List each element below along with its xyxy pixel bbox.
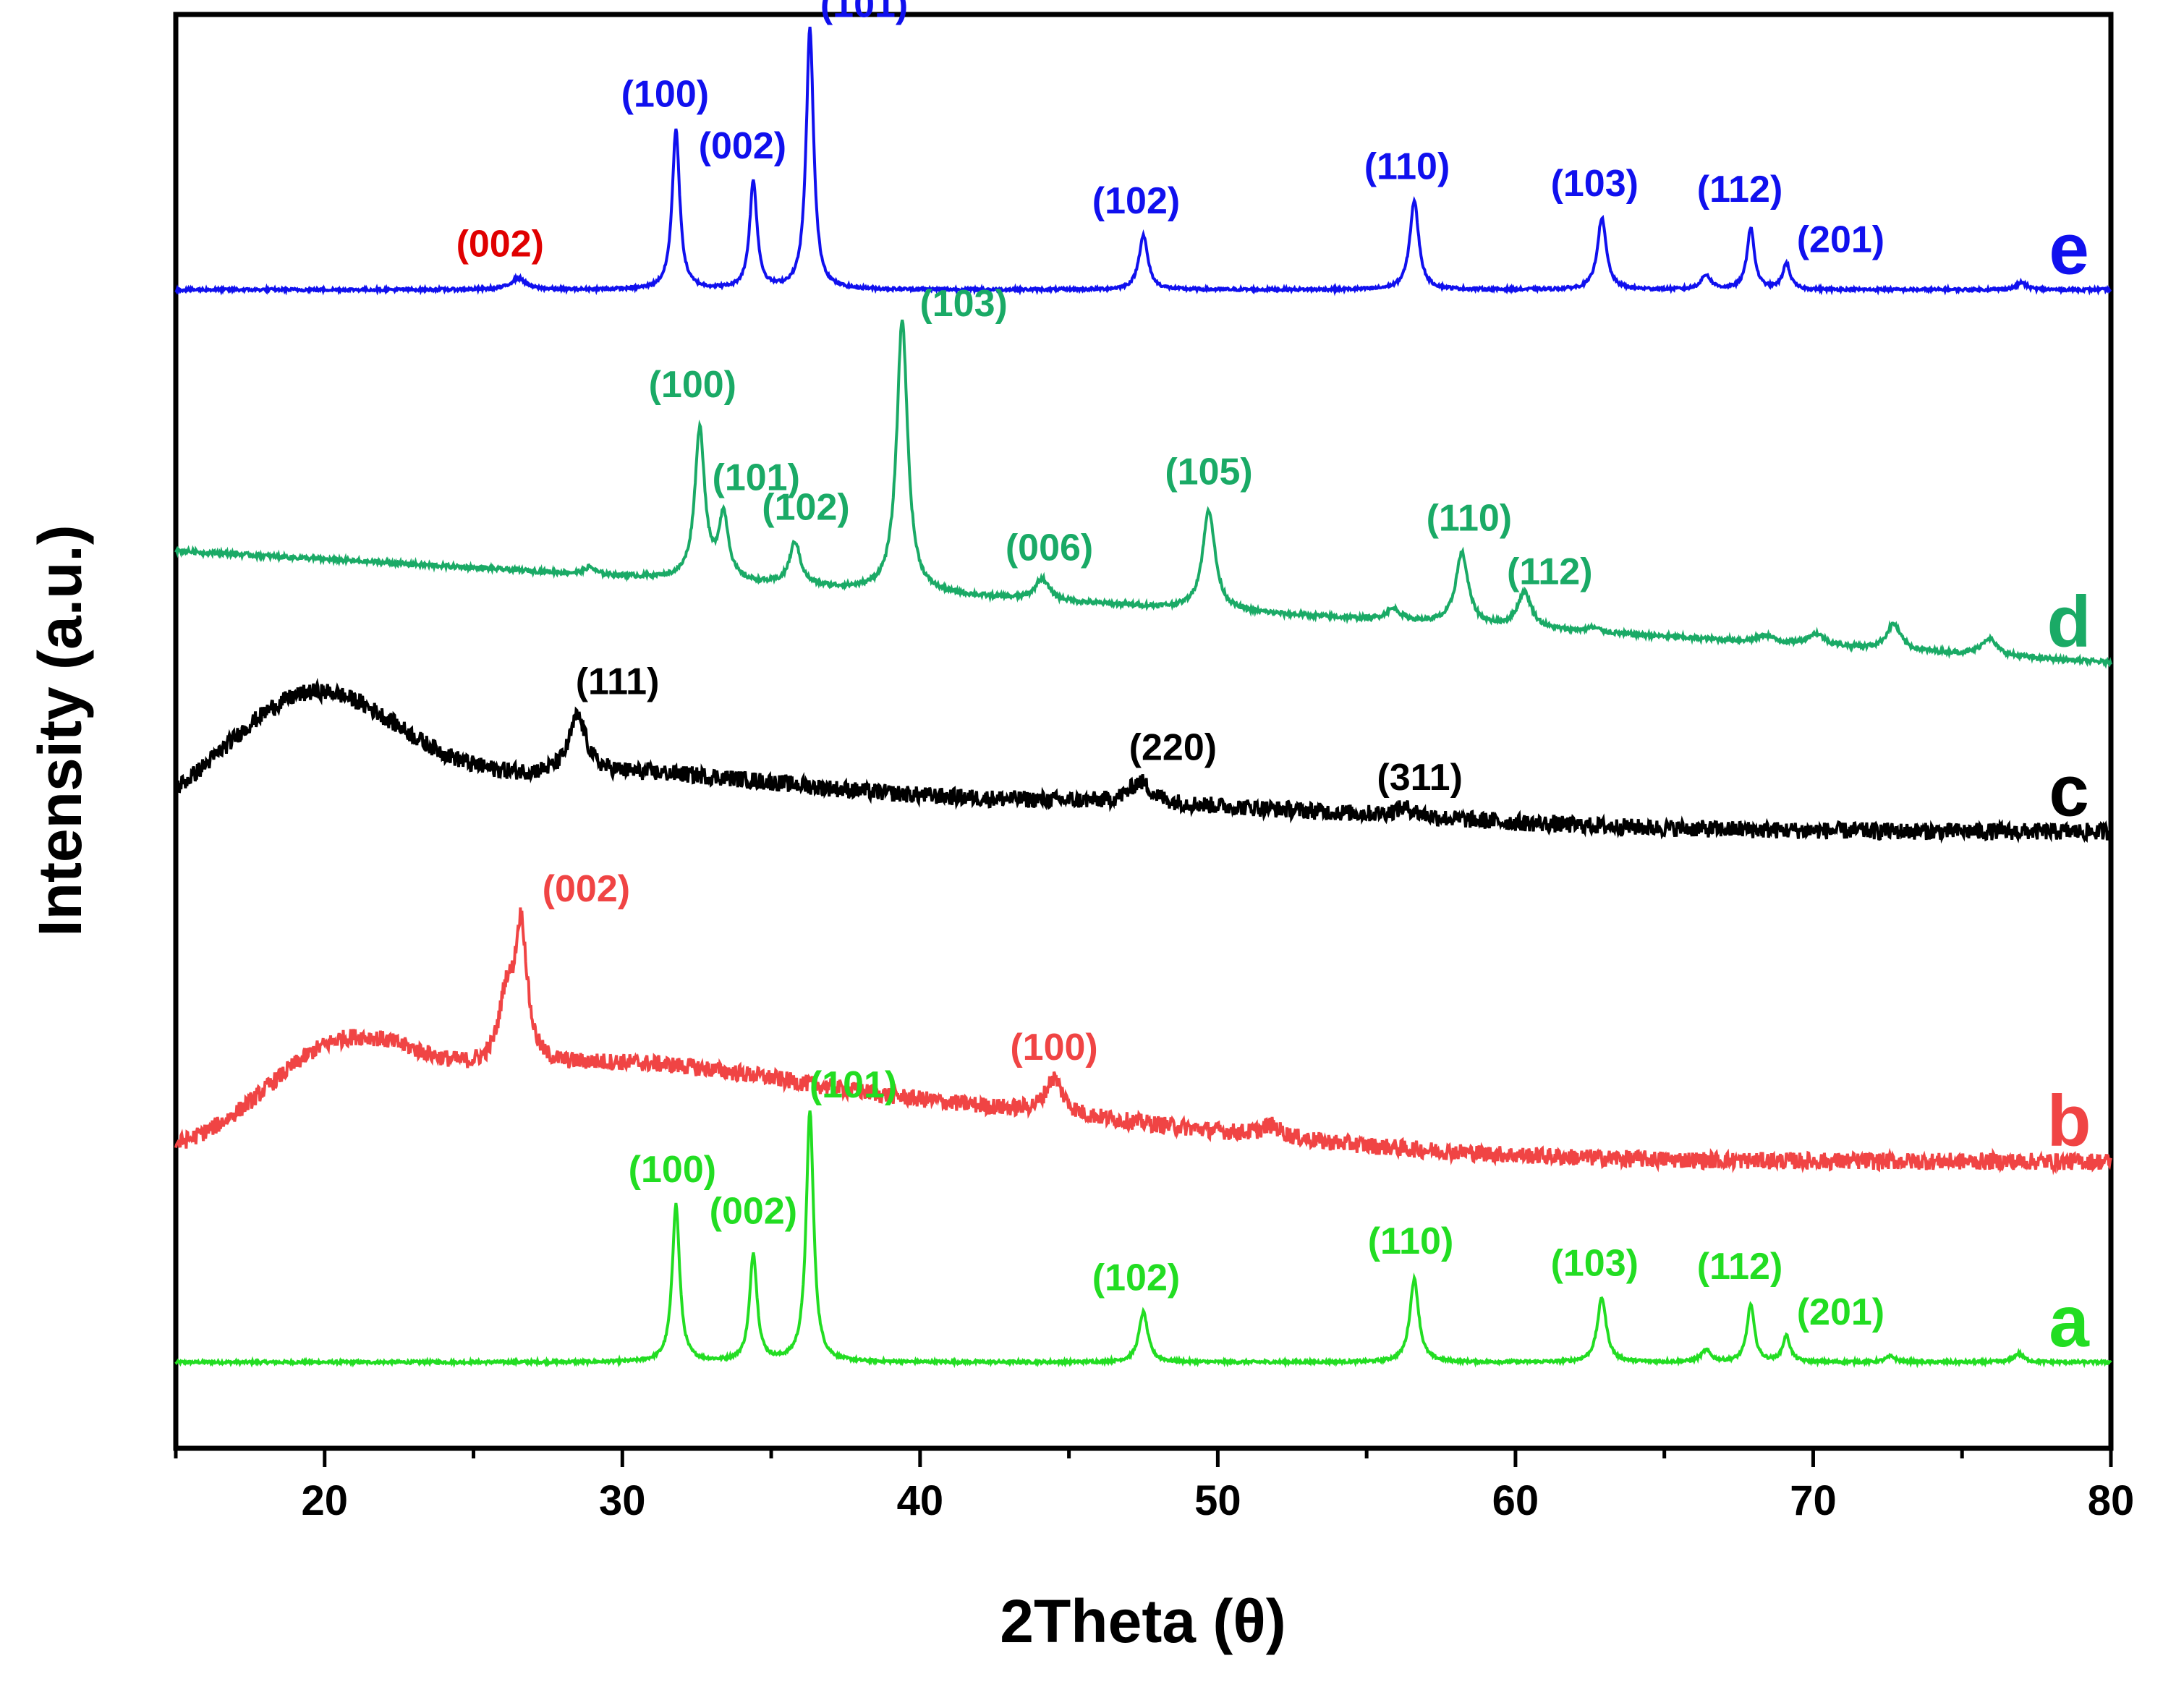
series-label-c: c bbox=[2049, 751, 2089, 832]
peak-label: (201) bbox=[1797, 1291, 1884, 1333]
x-tick-label: 60 bbox=[1492, 1477, 1539, 1524]
peak-label: (112) bbox=[1697, 1246, 1783, 1288]
curve-d bbox=[174, 319, 2112, 669]
y-axis-title: Intensity (a.u.) bbox=[26, 524, 94, 936]
peak-label: (002) bbox=[710, 1191, 797, 1233]
curve-a bbox=[174, 1110, 2112, 1369]
peak-label: (006) bbox=[1006, 527, 1093, 569]
peak-label: (100) bbox=[1010, 1027, 1097, 1068]
series-labels-layer: a b c d e bbox=[2047, 208, 2091, 1362]
series-label-a: a bbox=[2049, 1281, 2090, 1362]
peak-label: (111) bbox=[576, 661, 660, 703]
curve-b bbox=[174, 907, 2112, 1176]
x-axis: 20 30 40 50 60 70 80 bbox=[174, 1448, 2135, 1524]
peak-label: (112) bbox=[1507, 551, 1593, 593]
peak-label: (101) bbox=[809, 1064, 897, 1106]
peak-label: (101) bbox=[820, 0, 908, 26]
peak-label: (112) bbox=[1697, 169, 1783, 211]
peak-label: (110) bbox=[1364, 145, 1450, 187]
curve-e bbox=[174, 26, 2112, 297]
peak-label: (110) bbox=[1427, 498, 1513, 540]
peak-label: (103) bbox=[1551, 1243, 1639, 1285]
peak-label: (103) bbox=[1551, 163, 1639, 205]
x-tick-label: 40 bbox=[897, 1477, 944, 1524]
curve-c bbox=[174, 677, 2112, 844]
peak-label: (100) bbox=[649, 364, 736, 406]
x-tick-label: 50 bbox=[1194, 1477, 1241, 1524]
peak-label: (002) bbox=[543, 868, 630, 910]
peak-label: (002) bbox=[456, 223, 544, 265]
peak-label: (103) bbox=[919, 283, 1007, 325]
peak-label: (100) bbox=[621, 74, 709, 116]
x-tick-label: 20 bbox=[302, 1477, 349, 1524]
peak-label: (201) bbox=[1797, 218, 1884, 260]
x-tick-label: 30 bbox=[599, 1477, 646, 1524]
peak-label: (311) bbox=[1377, 757, 1463, 799]
x-tick-label: 70 bbox=[1790, 1477, 1837, 1524]
peak-label: (100) bbox=[629, 1149, 716, 1191]
peak-label: (220) bbox=[1129, 726, 1217, 768]
peak-label: (102) bbox=[1092, 1257, 1180, 1299]
peak-label: (002) bbox=[699, 125, 786, 167]
peak-label: (110) bbox=[1368, 1220, 1454, 1262]
curves-layer bbox=[174, 26, 2112, 1369]
series-label-d: d bbox=[2047, 582, 2091, 663]
peak-label: (102) bbox=[1092, 180, 1180, 222]
peak-label: (102) bbox=[762, 486, 849, 528]
series-label-b: b bbox=[2047, 1081, 2091, 1162]
peak-label: (105) bbox=[1165, 451, 1252, 493]
plot-frame bbox=[173, 12, 2114, 1451]
series-label-e: e bbox=[2049, 208, 2089, 289]
x-tick-label: 80 bbox=[2088, 1477, 2135, 1524]
x-axis-title: 2Theta (θ) bbox=[1000, 1587, 1286, 1655]
peak-label: (101) bbox=[713, 457, 800, 499]
peak-labels-layer: (100)(002)(101)(102)(110)(103) (112)(201)… bbox=[456, 0, 1885, 1333]
